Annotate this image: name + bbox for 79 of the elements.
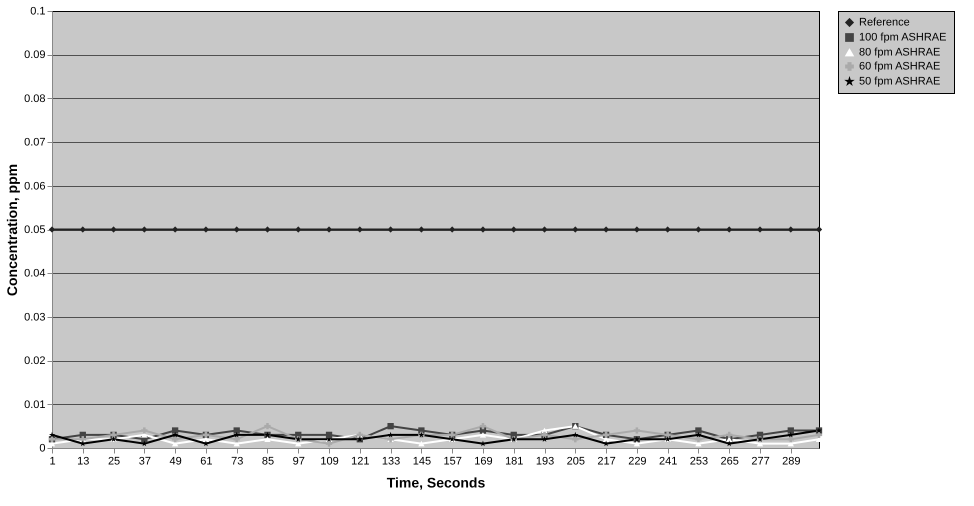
legend-label: 50 fpm ASHRAE <box>859 76 940 88</box>
point <box>726 432 732 438</box>
point <box>695 436 702 442</box>
point <box>234 436 240 442</box>
point <box>234 226 240 233</box>
legend-label: 100 fpm ASHRAE <box>859 32 946 44</box>
x-tick-label: 181 <box>505 456 524 468</box>
x-tick-label: 193 <box>536 456 554 468</box>
x-tick-label: 25 <box>108 456 120 468</box>
x-tick-label: 241 <box>658 456 678 468</box>
y-tick-label: 0.02 <box>24 355 46 368</box>
point <box>572 226 578 233</box>
point <box>788 226 794 233</box>
x-tick-label: 205 <box>566 456 585 468</box>
x-tick-label: 109 <box>320 456 339 468</box>
x-tick-label: 13 <box>77 456 90 468</box>
x-tick-label: 265 <box>720 456 739 468</box>
point <box>695 432 702 438</box>
x-tick-label: 37 <box>138 456 151 468</box>
point <box>80 226 86 233</box>
point <box>816 432 822 438</box>
x-tick-label: 277 <box>751 456 770 468</box>
point <box>172 427 178 434</box>
x-tick-label: 85 <box>262 456 274 468</box>
x-tick-label: 121 <box>351 456 370 468</box>
point <box>449 226 456 233</box>
point <box>634 440 640 446</box>
y-tick-label: 0.07 <box>24 136 46 149</box>
point <box>326 432 332 438</box>
point <box>726 226 732 233</box>
y-tick-label: 0.1 <box>30 6 46 18</box>
x-tick-label: 145 <box>412 456 432 468</box>
x-tick-label: 157 <box>443 456 462 468</box>
y-axis-title: Concentration, ppm <box>4 164 20 296</box>
legend-label: Reference <box>859 16 910 28</box>
point <box>816 226 822 233</box>
point <box>572 432 578 438</box>
point <box>141 427 148 434</box>
point <box>172 436 178 442</box>
point <box>48 432 56 438</box>
point <box>387 422 394 430</box>
point <box>356 226 363 233</box>
y-tick-label: 0.04 <box>24 268 46 280</box>
point <box>234 427 240 434</box>
x-tick-label: 229 <box>628 456 647 468</box>
point <box>510 226 517 233</box>
point <box>326 440 332 447</box>
legend-label: 60 fpm ASHRAE <box>859 60 940 72</box>
y-tick-label: 0.01 <box>24 398 46 411</box>
point <box>418 440 425 446</box>
legend-label: 80 fpm ASHRAE <box>859 46 940 58</box>
x-tick-label: 73 <box>231 456 244 468</box>
x-tick-label: 253 <box>690 456 708 468</box>
point <box>788 427 794 434</box>
x-tick-label: 169 <box>474 456 493 468</box>
point <box>788 436 794 442</box>
y-tick-label: 0.05 <box>24 224 46 236</box>
point <box>634 427 640 434</box>
point <box>172 432 178 438</box>
point <box>264 436 271 442</box>
x-tick-label: 97 <box>292 456 305 468</box>
point <box>48 226 56 233</box>
y-tick-label: 0 <box>39 442 46 454</box>
y-tick-label: 0.08 <box>24 92 46 105</box>
x-tick-label: 1 <box>49 456 56 468</box>
y-tick-label: 0.06 <box>24 180 46 192</box>
y-tick-label: 0.09 <box>24 49 46 62</box>
point <box>480 422 486 430</box>
x-tick-label: 289 <box>782 456 800 468</box>
x-tick-label: 61 <box>200 456 213 468</box>
x-tick-label: 217 <box>597 456 616 468</box>
y-tick-label: 0.03 <box>24 311 46 324</box>
point <box>295 226 302 233</box>
point <box>572 436 578 442</box>
x-axis-title: Time, Seconds <box>386 474 486 490</box>
x-tick-label: 49 <box>170 456 182 468</box>
x-tick-label: 133 <box>382 456 400 468</box>
point <box>264 422 271 430</box>
point <box>480 432 486 438</box>
